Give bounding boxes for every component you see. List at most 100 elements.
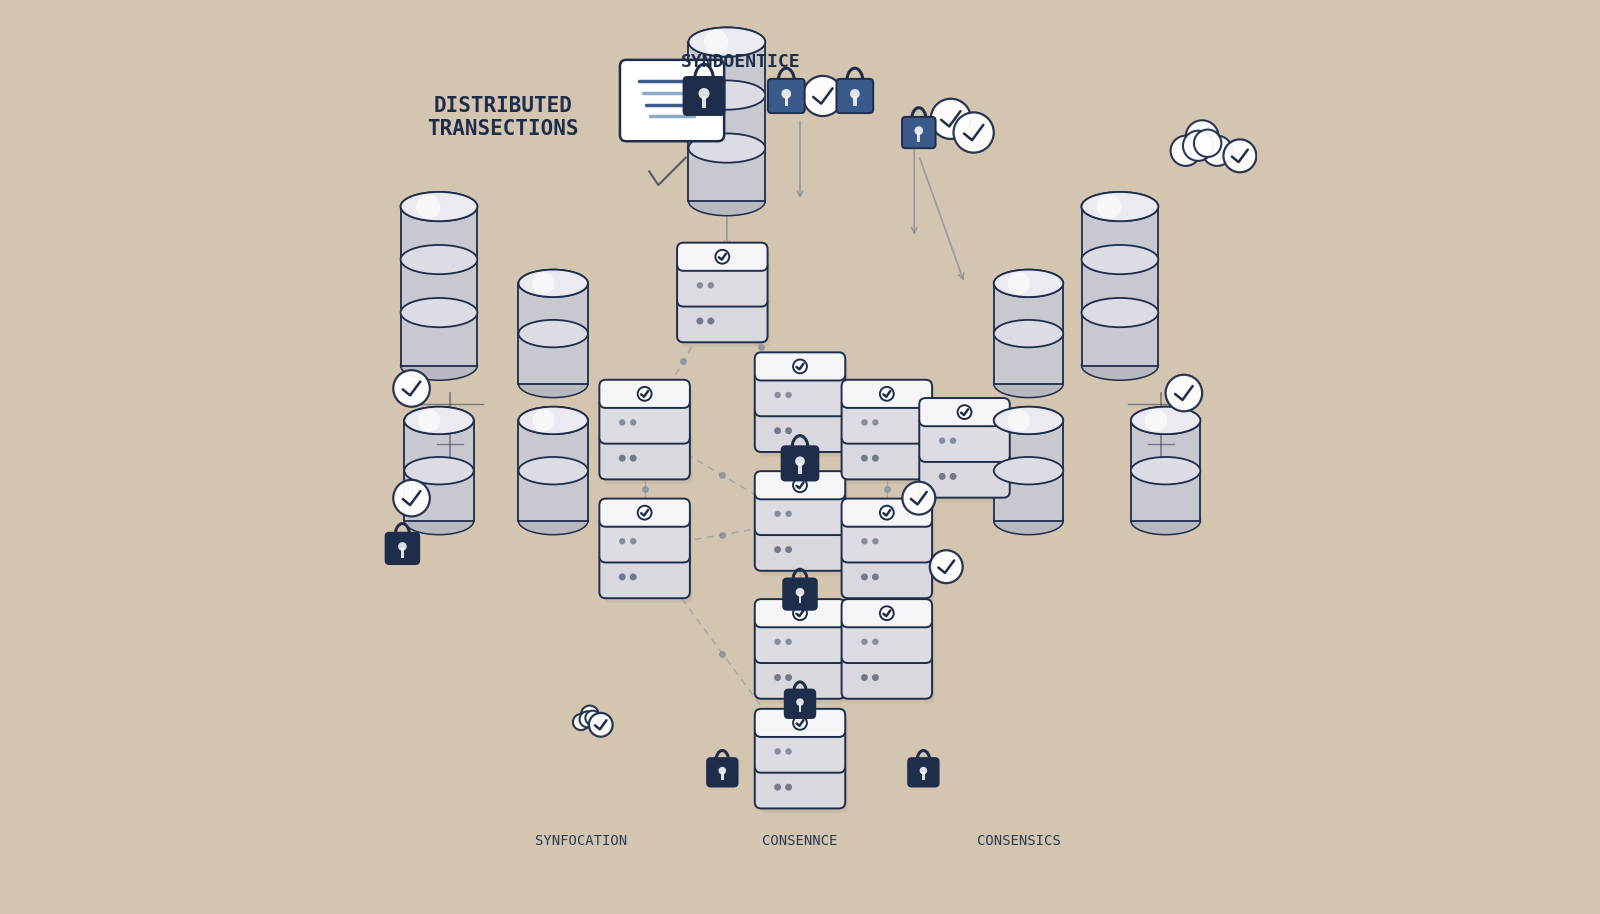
FancyBboxPatch shape	[755, 489, 845, 535]
Circle shape	[1186, 121, 1219, 154]
FancyBboxPatch shape	[760, 477, 848, 576]
Ellipse shape	[688, 133, 765, 163]
Circle shape	[797, 698, 803, 706]
FancyBboxPatch shape	[755, 709, 845, 737]
Circle shape	[638, 387, 651, 400]
FancyBboxPatch shape	[677, 260, 768, 306]
Circle shape	[394, 480, 430, 516]
FancyBboxPatch shape	[784, 579, 816, 610]
Ellipse shape	[518, 507, 587, 535]
FancyBboxPatch shape	[707, 758, 738, 787]
FancyBboxPatch shape	[760, 359, 848, 456]
Circle shape	[880, 505, 894, 519]
Circle shape	[795, 456, 805, 466]
FancyBboxPatch shape	[683, 77, 725, 115]
Circle shape	[573, 714, 589, 730]
Circle shape	[774, 546, 781, 553]
Bar	[994, 334, 1064, 384]
Ellipse shape	[400, 192, 477, 221]
Circle shape	[931, 99, 971, 139]
Circle shape	[786, 392, 792, 399]
Circle shape	[786, 511, 792, 517]
FancyBboxPatch shape	[768, 79, 805, 113]
Bar	[405, 420, 474, 471]
Ellipse shape	[1082, 298, 1158, 327]
Bar	[994, 283, 1064, 334]
Circle shape	[630, 454, 637, 462]
FancyBboxPatch shape	[600, 552, 690, 598]
Bar	[688, 95, 765, 148]
Circle shape	[786, 427, 792, 434]
FancyBboxPatch shape	[760, 715, 848, 813]
Bar	[1082, 313, 1158, 366]
Circle shape	[1098, 195, 1122, 218]
Circle shape	[774, 749, 781, 755]
Circle shape	[696, 317, 704, 324]
FancyBboxPatch shape	[902, 117, 936, 148]
Circle shape	[1194, 130, 1221, 157]
Ellipse shape	[400, 245, 477, 274]
Bar	[400, 313, 477, 366]
Circle shape	[774, 783, 781, 791]
FancyBboxPatch shape	[842, 617, 933, 663]
Circle shape	[781, 89, 790, 99]
Circle shape	[930, 550, 963, 583]
FancyBboxPatch shape	[842, 499, 933, 526]
Bar	[798, 463, 802, 473]
Bar	[518, 283, 587, 334]
Circle shape	[939, 473, 946, 480]
Circle shape	[872, 454, 878, 462]
Ellipse shape	[994, 457, 1064, 484]
FancyBboxPatch shape	[909, 758, 939, 787]
FancyBboxPatch shape	[619, 60, 725, 141]
Circle shape	[774, 639, 781, 645]
Circle shape	[533, 409, 555, 431]
Ellipse shape	[518, 270, 587, 297]
Circle shape	[861, 639, 867, 645]
Ellipse shape	[405, 407, 474, 434]
Circle shape	[861, 573, 867, 580]
Circle shape	[619, 454, 626, 462]
Circle shape	[861, 674, 867, 681]
Circle shape	[786, 639, 792, 645]
Circle shape	[696, 282, 702, 289]
Bar	[400, 207, 477, 260]
Circle shape	[786, 749, 792, 755]
FancyBboxPatch shape	[920, 416, 1010, 462]
Circle shape	[1171, 136, 1200, 166]
Circle shape	[704, 30, 728, 54]
Circle shape	[619, 538, 626, 545]
Ellipse shape	[1082, 245, 1158, 274]
FancyBboxPatch shape	[755, 600, 845, 627]
Ellipse shape	[994, 270, 1064, 297]
FancyBboxPatch shape	[603, 386, 693, 484]
FancyBboxPatch shape	[755, 653, 845, 698]
Circle shape	[902, 482, 936, 515]
Circle shape	[861, 538, 867, 545]
Circle shape	[619, 420, 626, 426]
Circle shape	[630, 420, 637, 426]
Circle shape	[1008, 409, 1030, 431]
Bar	[1131, 420, 1200, 471]
FancyBboxPatch shape	[842, 600, 933, 627]
Ellipse shape	[688, 186, 765, 216]
Ellipse shape	[1082, 192, 1158, 221]
Bar	[798, 594, 802, 603]
Ellipse shape	[1082, 351, 1158, 380]
Bar	[917, 133, 920, 142]
Circle shape	[630, 573, 637, 580]
Circle shape	[398, 542, 406, 551]
Circle shape	[1224, 139, 1256, 172]
Bar	[518, 420, 587, 471]
Ellipse shape	[518, 407, 587, 434]
Circle shape	[774, 392, 781, 399]
FancyBboxPatch shape	[600, 398, 690, 443]
Ellipse shape	[518, 320, 587, 347]
FancyBboxPatch shape	[755, 406, 845, 452]
Circle shape	[586, 711, 600, 726]
Circle shape	[1008, 272, 1030, 294]
Bar	[400, 260, 477, 313]
Circle shape	[1202, 136, 1232, 166]
FancyBboxPatch shape	[842, 380, 933, 408]
FancyBboxPatch shape	[923, 404, 1013, 503]
